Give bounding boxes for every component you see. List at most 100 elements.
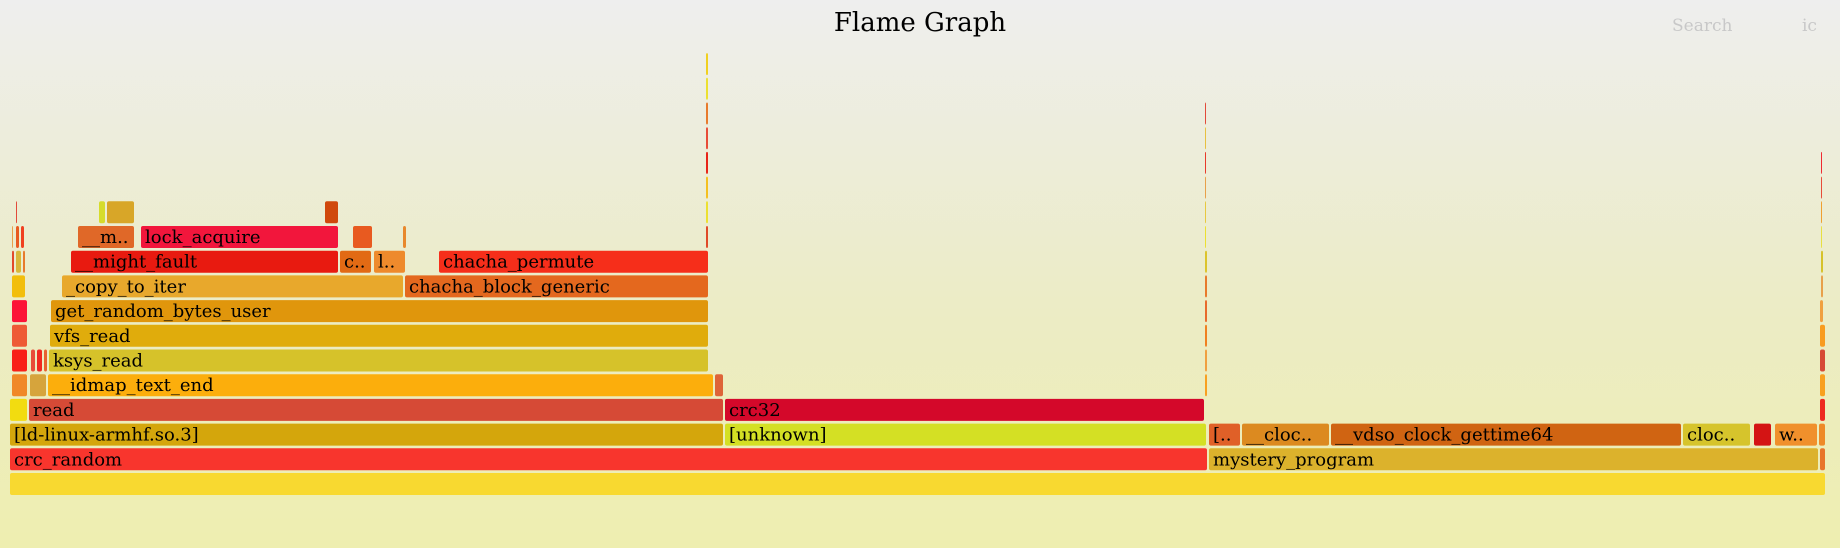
frame-rect[interactable] xyxy=(325,201,338,224)
frame-rect[interactable] xyxy=(706,226,708,248)
frame-unnamed-23[interactable] xyxy=(12,349,27,372)
frame-unnamed-24[interactable] xyxy=(31,349,35,372)
frame-vdso-clock-gettime64[interactable]: __vdso_clock_gettime64 xyxy=(1331,423,1681,446)
frame-rect[interactable] xyxy=(725,423,1206,446)
frame-crc32[interactable]: crc32 xyxy=(725,398,1204,421)
frame-unnamed-38[interactable] xyxy=(12,275,25,298)
frame-rect[interactable] xyxy=(706,102,708,125)
frame-rect[interactable] xyxy=(1820,374,1825,397)
frame-rect[interactable] xyxy=(1821,151,1822,174)
frame-rect[interactable] xyxy=(44,349,47,372)
frame-unnamed-28[interactable] xyxy=(1205,349,1207,372)
frame-rect[interactable] xyxy=(12,226,13,248)
frame-rect[interactable] xyxy=(99,201,105,224)
frame-unnamed-33[interactable] xyxy=(1820,324,1825,347)
frame-unnamed-68[interactable] xyxy=(1821,201,1822,224)
frame-unnamed-58[interactable] xyxy=(403,226,406,248)
frame-unnamed-41[interactable] xyxy=(1205,275,1207,298)
frame-c[interactable]: c.. xyxy=(340,250,371,273)
frame-rect[interactable] xyxy=(1821,176,1822,199)
frame-rect[interactable] xyxy=(1205,250,1207,273)
frame-rect[interactable] xyxy=(353,226,372,248)
frame-rect[interactable] xyxy=(12,374,27,397)
frame-rect[interactable] xyxy=(405,275,708,298)
frame-unnamed-61[interactable] xyxy=(1821,226,1822,248)
frame-unnamed-21[interactable] xyxy=(1205,374,1207,397)
frame-rect[interactable] xyxy=(1754,423,1771,446)
frame-unnamed-50[interactable] xyxy=(1205,250,1207,273)
frame-unnamed-25[interactable] xyxy=(37,349,42,372)
frame-unnamed-57[interactable] xyxy=(353,226,372,248)
frame-rect[interactable] xyxy=(1205,300,1207,323)
frame-rect[interactable] xyxy=(1331,423,1681,446)
frame-rect[interactable] xyxy=(1683,423,1750,446)
frame-rect[interactable] xyxy=(30,374,46,397)
frame-rect[interactable] xyxy=(1820,398,1825,421)
frame-unnamed-77[interactable] xyxy=(706,102,708,125)
frame-rect[interactable] xyxy=(403,226,406,248)
frame-unnamed-66[interactable] xyxy=(706,201,708,224)
frame-unnamed-36[interactable] xyxy=(1205,300,1207,323)
frame-unnamed-13[interactable] xyxy=(10,398,27,421)
frame-unnamed-75[interactable] xyxy=(706,127,708,150)
frame-rect[interactable] xyxy=(16,201,17,224)
frame-rect[interactable] xyxy=(706,77,708,100)
frame-unnamed-44[interactable] xyxy=(16,250,21,273)
frame-get-random-bytes-user[interactable]: get_random_bytes_user xyxy=(51,300,708,323)
frame-unnamed-20[interactable] xyxy=(715,374,723,397)
frame-rect[interactable] xyxy=(706,151,708,174)
frame-unnamed-76[interactable] xyxy=(1205,127,1206,150)
frame-rect[interactable] xyxy=(706,176,708,199)
frame-unnamed-79[interactable] xyxy=(706,77,708,100)
frame-unnamed-60[interactable] xyxy=(1205,226,1206,248)
frame-rect[interactable] xyxy=(1205,127,1206,150)
frame-rect[interactable] xyxy=(12,349,27,372)
frame-rect[interactable] xyxy=(1209,423,1240,446)
frame-rect[interactable] xyxy=(10,473,1825,495)
frame-chacha-permute[interactable]: chacha_permute xyxy=(439,250,708,273)
frame-rect[interactable] xyxy=(715,374,723,397)
frame-rect[interactable] xyxy=(31,349,35,372)
frame-unnamed-10[interactable] xyxy=(1754,423,1771,446)
frame-unnamed-62[interactable] xyxy=(16,201,17,224)
frame-rect[interactable] xyxy=(48,374,713,397)
frame-unnamed-59[interactable] xyxy=(706,226,708,248)
frame-rect[interactable] xyxy=(1821,201,1822,224)
frame-read[interactable]: read xyxy=(29,398,723,421)
frame-unnamed-12[interactable] xyxy=(1819,423,1825,446)
frame-unnamed-71[interactable] xyxy=(1821,176,1822,199)
frame-rect[interactable] xyxy=(725,398,1204,421)
frame-rect[interactable] xyxy=(1209,448,1818,471)
frame-unnamed-54[interactable] xyxy=(21,226,24,248)
frame-rect[interactable] xyxy=(1821,250,1823,273)
frame-unnamed-70[interactable] xyxy=(1205,176,1206,199)
frame-unnamed-69[interactable] xyxy=(706,176,708,199)
frame-unnamed-65[interactable] xyxy=(325,201,338,224)
frame-rect[interactable] xyxy=(62,275,403,298)
frame-rect[interactable] xyxy=(23,250,25,273)
frame-unnamed-53[interactable] xyxy=(16,226,19,248)
frame-rect[interactable] xyxy=(12,324,27,347)
frame-rect[interactable] xyxy=(1820,349,1825,372)
frame-might-fault[interactable]: __might_fault xyxy=(71,250,338,273)
frame-rect[interactable] xyxy=(50,324,708,347)
frame-idmap-text-end[interactable]: __idmap_text_end xyxy=(48,374,713,397)
frame-unnamed-63[interactable] xyxy=(99,201,105,224)
frame-rect[interactable] xyxy=(12,250,14,273)
frame-lock-acquire[interactable]: lock_acquire xyxy=(141,226,338,248)
frame-rect[interactable] xyxy=(1205,374,1207,397)
frame-rect[interactable] xyxy=(10,423,723,446)
frame-unnamed-32[interactable] xyxy=(1205,324,1207,347)
frame-vfs-read[interactable]: vfs_read xyxy=(50,324,708,347)
frame-rect[interactable] xyxy=(1819,423,1825,446)
frame-rect[interactable] xyxy=(1205,349,1207,372)
frame-rect[interactable] xyxy=(107,201,134,224)
frame-unnamed-22[interactable] xyxy=(1820,374,1825,397)
frame-rect[interactable] xyxy=(16,226,19,248)
frame-rect[interactable] xyxy=(1205,102,1206,125)
frame-rect[interactable] xyxy=(1205,176,1206,199)
frame-unnamed-16[interactable] xyxy=(1820,398,1825,421)
frame-rect[interactable] xyxy=(1775,423,1817,446)
frame-rect[interactable] xyxy=(374,250,405,273)
search-button[interactable]: Search xyxy=(1672,16,1733,36)
